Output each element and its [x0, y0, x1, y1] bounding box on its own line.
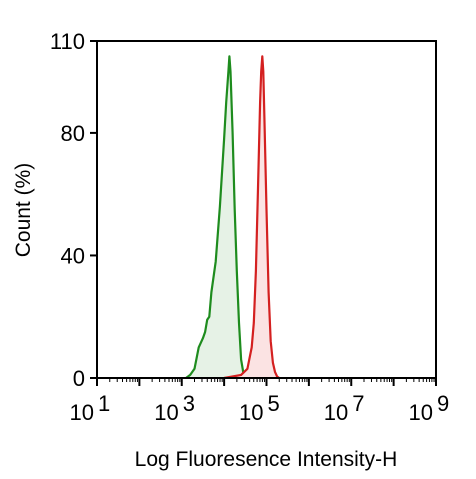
x-tick-label: 10 7 [324, 391, 365, 425]
series-2-line [223, 55, 280, 380]
y-tick-label: 0 [73, 366, 85, 391]
x-tick-label-exponent: 3 [183, 391, 195, 416]
x-tick-label: 10 9 [409, 391, 450, 425]
x-tick-label-base: 10 [239, 400, 263, 425]
x-tick-label-exponent: 1 [98, 391, 110, 416]
x-tick-label-exponent: 7 [352, 391, 364, 416]
y-tick-label: 80 [61, 121, 85, 146]
y-tick-label: 40 [61, 243, 85, 268]
series-layer [185, 55, 280, 380]
series-2-area [224, 56, 280, 379]
x-tick-label-base: 10 [409, 400, 433, 425]
x-tick-label: 10 3 [154, 391, 195, 425]
series-1-area [186, 56, 246, 379]
x-tick-label-exponent: 5 [268, 391, 280, 416]
x-tick-label: 10 5 [239, 391, 280, 425]
x-tick-label-exponent: 9 [437, 391, 449, 416]
series-1-line [185, 55, 247, 379]
x-tick-label: 10 1 [70, 391, 111, 425]
x-tick-label-base: 10 [324, 400, 348, 425]
y-axis-title: Count (%) [12, 163, 35, 258]
y-tick-label: 110 [50, 29, 85, 54]
x-tick-label-base: 10 [70, 400, 94, 425]
x-tick-label-base: 10 [154, 400, 178, 425]
x-axis-title: Log Fluoresence Intensity-H [135, 448, 398, 471]
